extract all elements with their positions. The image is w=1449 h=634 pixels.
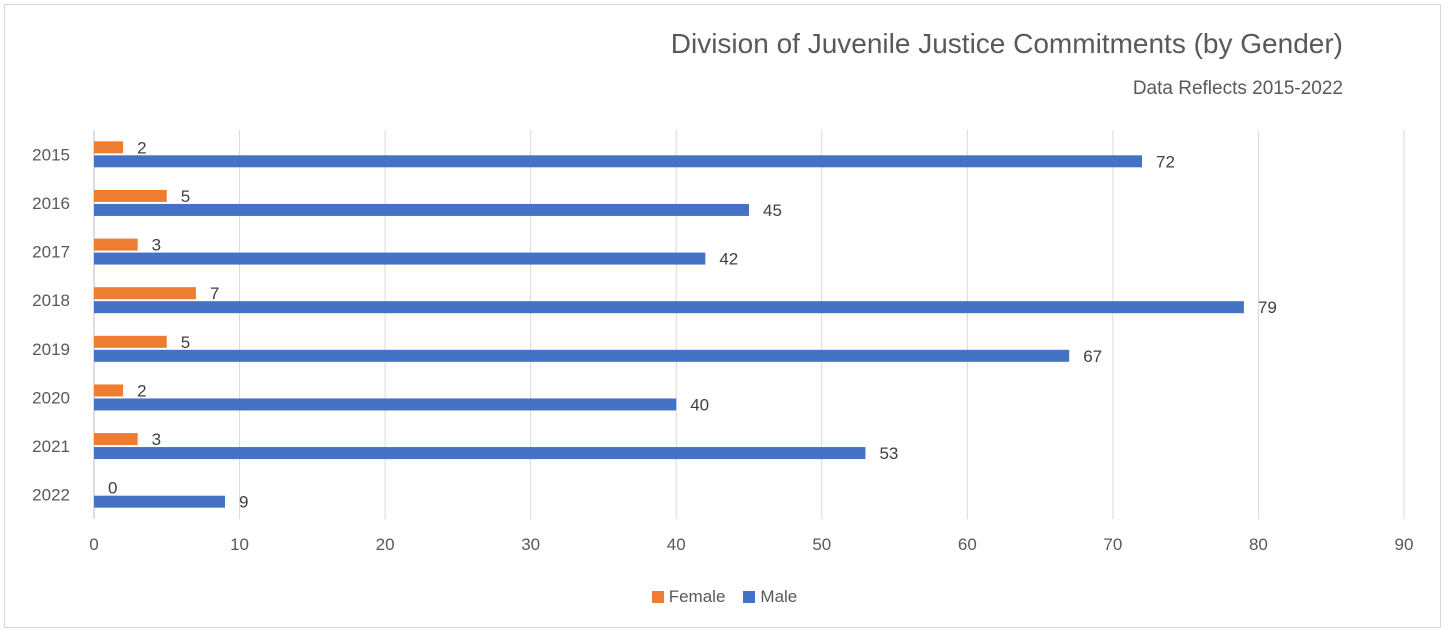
bar-female xyxy=(94,433,138,446)
legend-item-female: Female xyxy=(651,587,726,607)
data-label-female: 2 xyxy=(137,381,146,400)
x-tick-label: 70 xyxy=(1103,535,1122,554)
bar-female xyxy=(94,238,138,251)
x-tick-label: 30 xyxy=(521,535,540,554)
legend-swatch-female xyxy=(651,591,664,603)
y-tick-label: 2022 xyxy=(32,486,70,505)
legend-label-female: Female xyxy=(668,587,726,606)
data-label-female: 5 xyxy=(181,333,190,352)
data-label-female: 0 xyxy=(108,479,117,498)
bar-male xyxy=(94,252,706,265)
bar-female xyxy=(94,141,124,154)
x-tick-label: 0 xyxy=(89,535,98,554)
y-tick-label: 2017 xyxy=(32,243,70,262)
y-tick-label: 2020 xyxy=(32,388,70,407)
data-label-male: 79 xyxy=(1258,298,1277,317)
data-label-male: 42 xyxy=(719,250,738,269)
chart-legend: Female Male xyxy=(0,587,1449,607)
bar-male xyxy=(94,495,225,508)
data-label-female: 3 xyxy=(152,430,161,449)
y-tick-label: 2021 xyxy=(32,437,70,456)
data-label-female: 3 xyxy=(152,236,161,255)
x-tick-label: 60 xyxy=(958,535,977,554)
data-label-female: 5 xyxy=(181,187,190,206)
chart-frame xyxy=(4,4,1441,628)
data-label-male: 40 xyxy=(690,395,709,414)
y-tick-label: 2019 xyxy=(32,340,70,359)
x-tick-label: 50 xyxy=(812,535,831,554)
bar-female xyxy=(94,189,167,202)
legend-label-male: Male xyxy=(760,587,798,606)
bar-male xyxy=(94,349,1070,362)
data-label-male: 72 xyxy=(1156,152,1175,171)
bar-male xyxy=(94,447,866,460)
data-label-female: 7 xyxy=(210,284,219,303)
x-tick-label: 10 xyxy=(230,535,249,554)
legend-item-male: Male xyxy=(743,587,797,607)
data-label-male: 9 xyxy=(239,493,248,512)
bar-male xyxy=(94,203,749,216)
y-tick-label: 2018 xyxy=(32,291,70,310)
data-label-male: 67 xyxy=(1083,347,1102,366)
data-label-male: 53 xyxy=(879,444,898,463)
x-tick-label: 90 xyxy=(1395,535,1414,554)
bar-female xyxy=(94,287,196,300)
y-tick-label: 2016 xyxy=(32,194,70,213)
data-label-female: 2 xyxy=(137,138,146,157)
legend-swatch-male xyxy=(743,591,756,603)
y-tick-label: 2015 xyxy=(32,145,70,164)
bar-male xyxy=(94,301,1244,314)
bar-male xyxy=(94,155,1142,168)
x-tick-label: 40 xyxy=(667,535,686,554)
bar-female xyxy=(94,384,124,397)
bar-female xyxy=(94,335,167,348)
x-tick-label: 80 xyxy=(1249,535,1268,554)
x-tick-label: 20 xyxy=(376,535,395,554)
chart-title: Division of Juvenile Justice Commitments… xyxy=(670,28,1343,59)
data-label-male: 45 xyxy=(763,201,782,220)
bar-male xyxy=(94,398,677,411)
chart-subtitle: Data Reflects 2015-2022 xyxy=(1132,78,1343,99)
